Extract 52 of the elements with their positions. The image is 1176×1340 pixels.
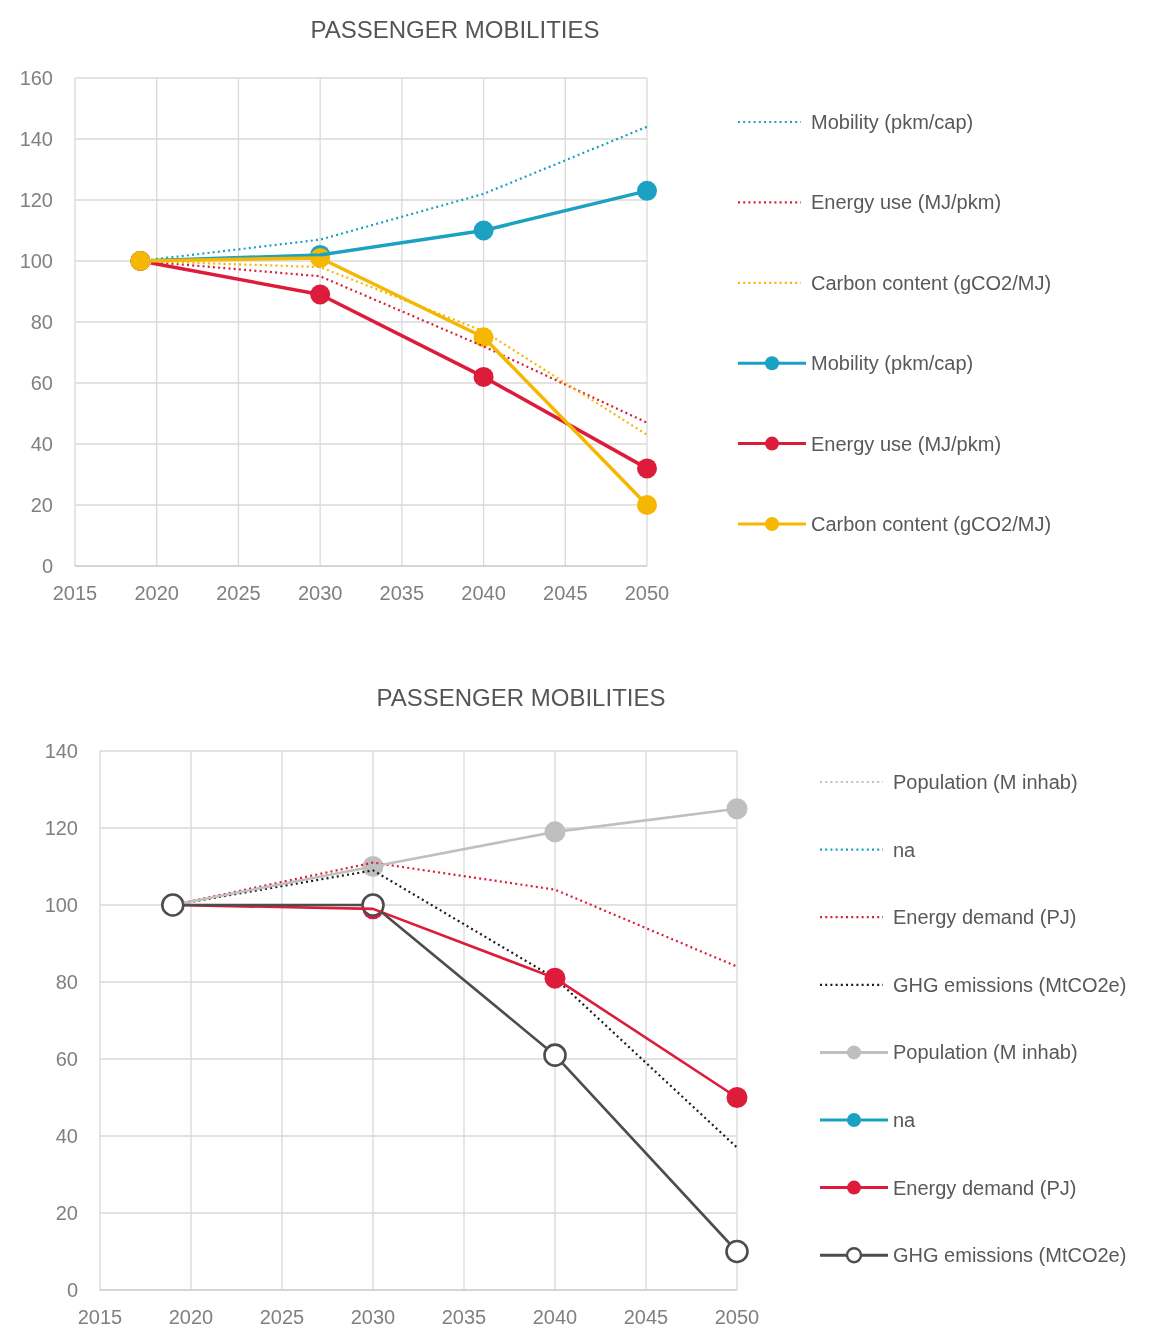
x-tick-label: 2020: [168, 1306, 214, 1328]
y-tick-label: 100: [44, 894, 78, 916]
legend-label: na: [893, 1109, 917, 1131]
point: [726, 798, 748, 820]
y-tick-label: 120: [19, 189, 53, 211]
chart-title: PASSENGER MOBILITIES: [376, 684, 666, 711]
point: [725, 1239, 749, 1264]
x-tick-label: 2015: [52, 582, 98, 604]
y-tick-label: 80: [55, 971, 78, 993]
legend-label: Mobility (pkm/cap): [811, 111, 974, 133]
legend-label: Energy use (MJ/pkm): [811, 191, 1002, 214]
y-tick-label: 140: [19, 128, 53, 150]
y-tick-label: 0: [66, 1279, 78, 1301]
legend-label: Population (M inhab): [893, 771, 1078, 793]
y-tick-label: 40: [55, 1125, 78, 1147]
x-tick-label: 2040: [532, 1306, 578, 1328]
x-tick-label: 2020: [134, 582, 179, 604]
legend-label: Mobility (pkm/cap): [811, 352, 974, 375]
y-tick-label: 0: [41, 555, 53, 577]
x-tick-label: 2045: [543, 582, 588, 604]
x-tick-label: 2035: [379, 582, 425, 604]
legend-label: Energy use (MJ/pkm): [811, 432, 1002, 455]
legend-label: GHG emissions (MtCO2e): [893, 973, 1127, 996]
x-tick-label: 2025: [259, 1306, 305, 1328]
legend-label: GHG emissions (MtCO2e): [893, 1244, 1127, 1267]
x-tick-label: 2050: [624, 582, 670, 604]
x-tick-label: 2050: [714, 1306, 760, 1328]
y-tick-label: 80: [30, 311, 53, 333]
point: [726, 1087, 748, 1108]
y-tick-label: 160: [19, 67, 53, 89]
y-tick-label: 40: [30, 433, 53, 455]
legend-label: Carbon content (gCO2/MJ): [811, 513, 1052, 535]
legend-label: Energy demand (PJ): [893, 1176, 1077, 1199]
x-tick-label: 2015: [77, 1306, 123, 1328]
chart-title: PASSENGER MOBILITIES: [310, 16, 600, 43]
y-tick-label: 20: [55, 1202, 78, 1224]
y-tick-label: 20: [30, 494, 53, 516]
x-tick-label: 2045: [623, 1306, 669, 1328]
x-tick-label: 2035: [441, 1306, 487, 1328]
x-tick-label: 2025: [216, 582, 261, 604]
legend-label: Energy demand (PJ): [893, 906, 1077, 929]
y-tick-label: 60: [55, 1048, 78, 1070]
x-tick-label: 2040: [461, 582, 506, 604]
legend-label: na: [893, 838, 917, 861]
legend-label: Carbon content (gCO2/MJ): [811, 271, 1052, 294]
y-tick-label: 140: [44, 740, 78, 762]
x-tick-label: 2030: [297, 582, 343, 604]
x-tick-label: 2030: [350, 1306, 396, 1328]
y-tick-label: 120: [44, 817, 78, 839]
y-tick-label: 100: [19, 250, 53, 272]
y-tick-label: 60: [30, 372, 53, 394]
legend-label: Population (M inhab): [893, 1041, 1078, 1064]
